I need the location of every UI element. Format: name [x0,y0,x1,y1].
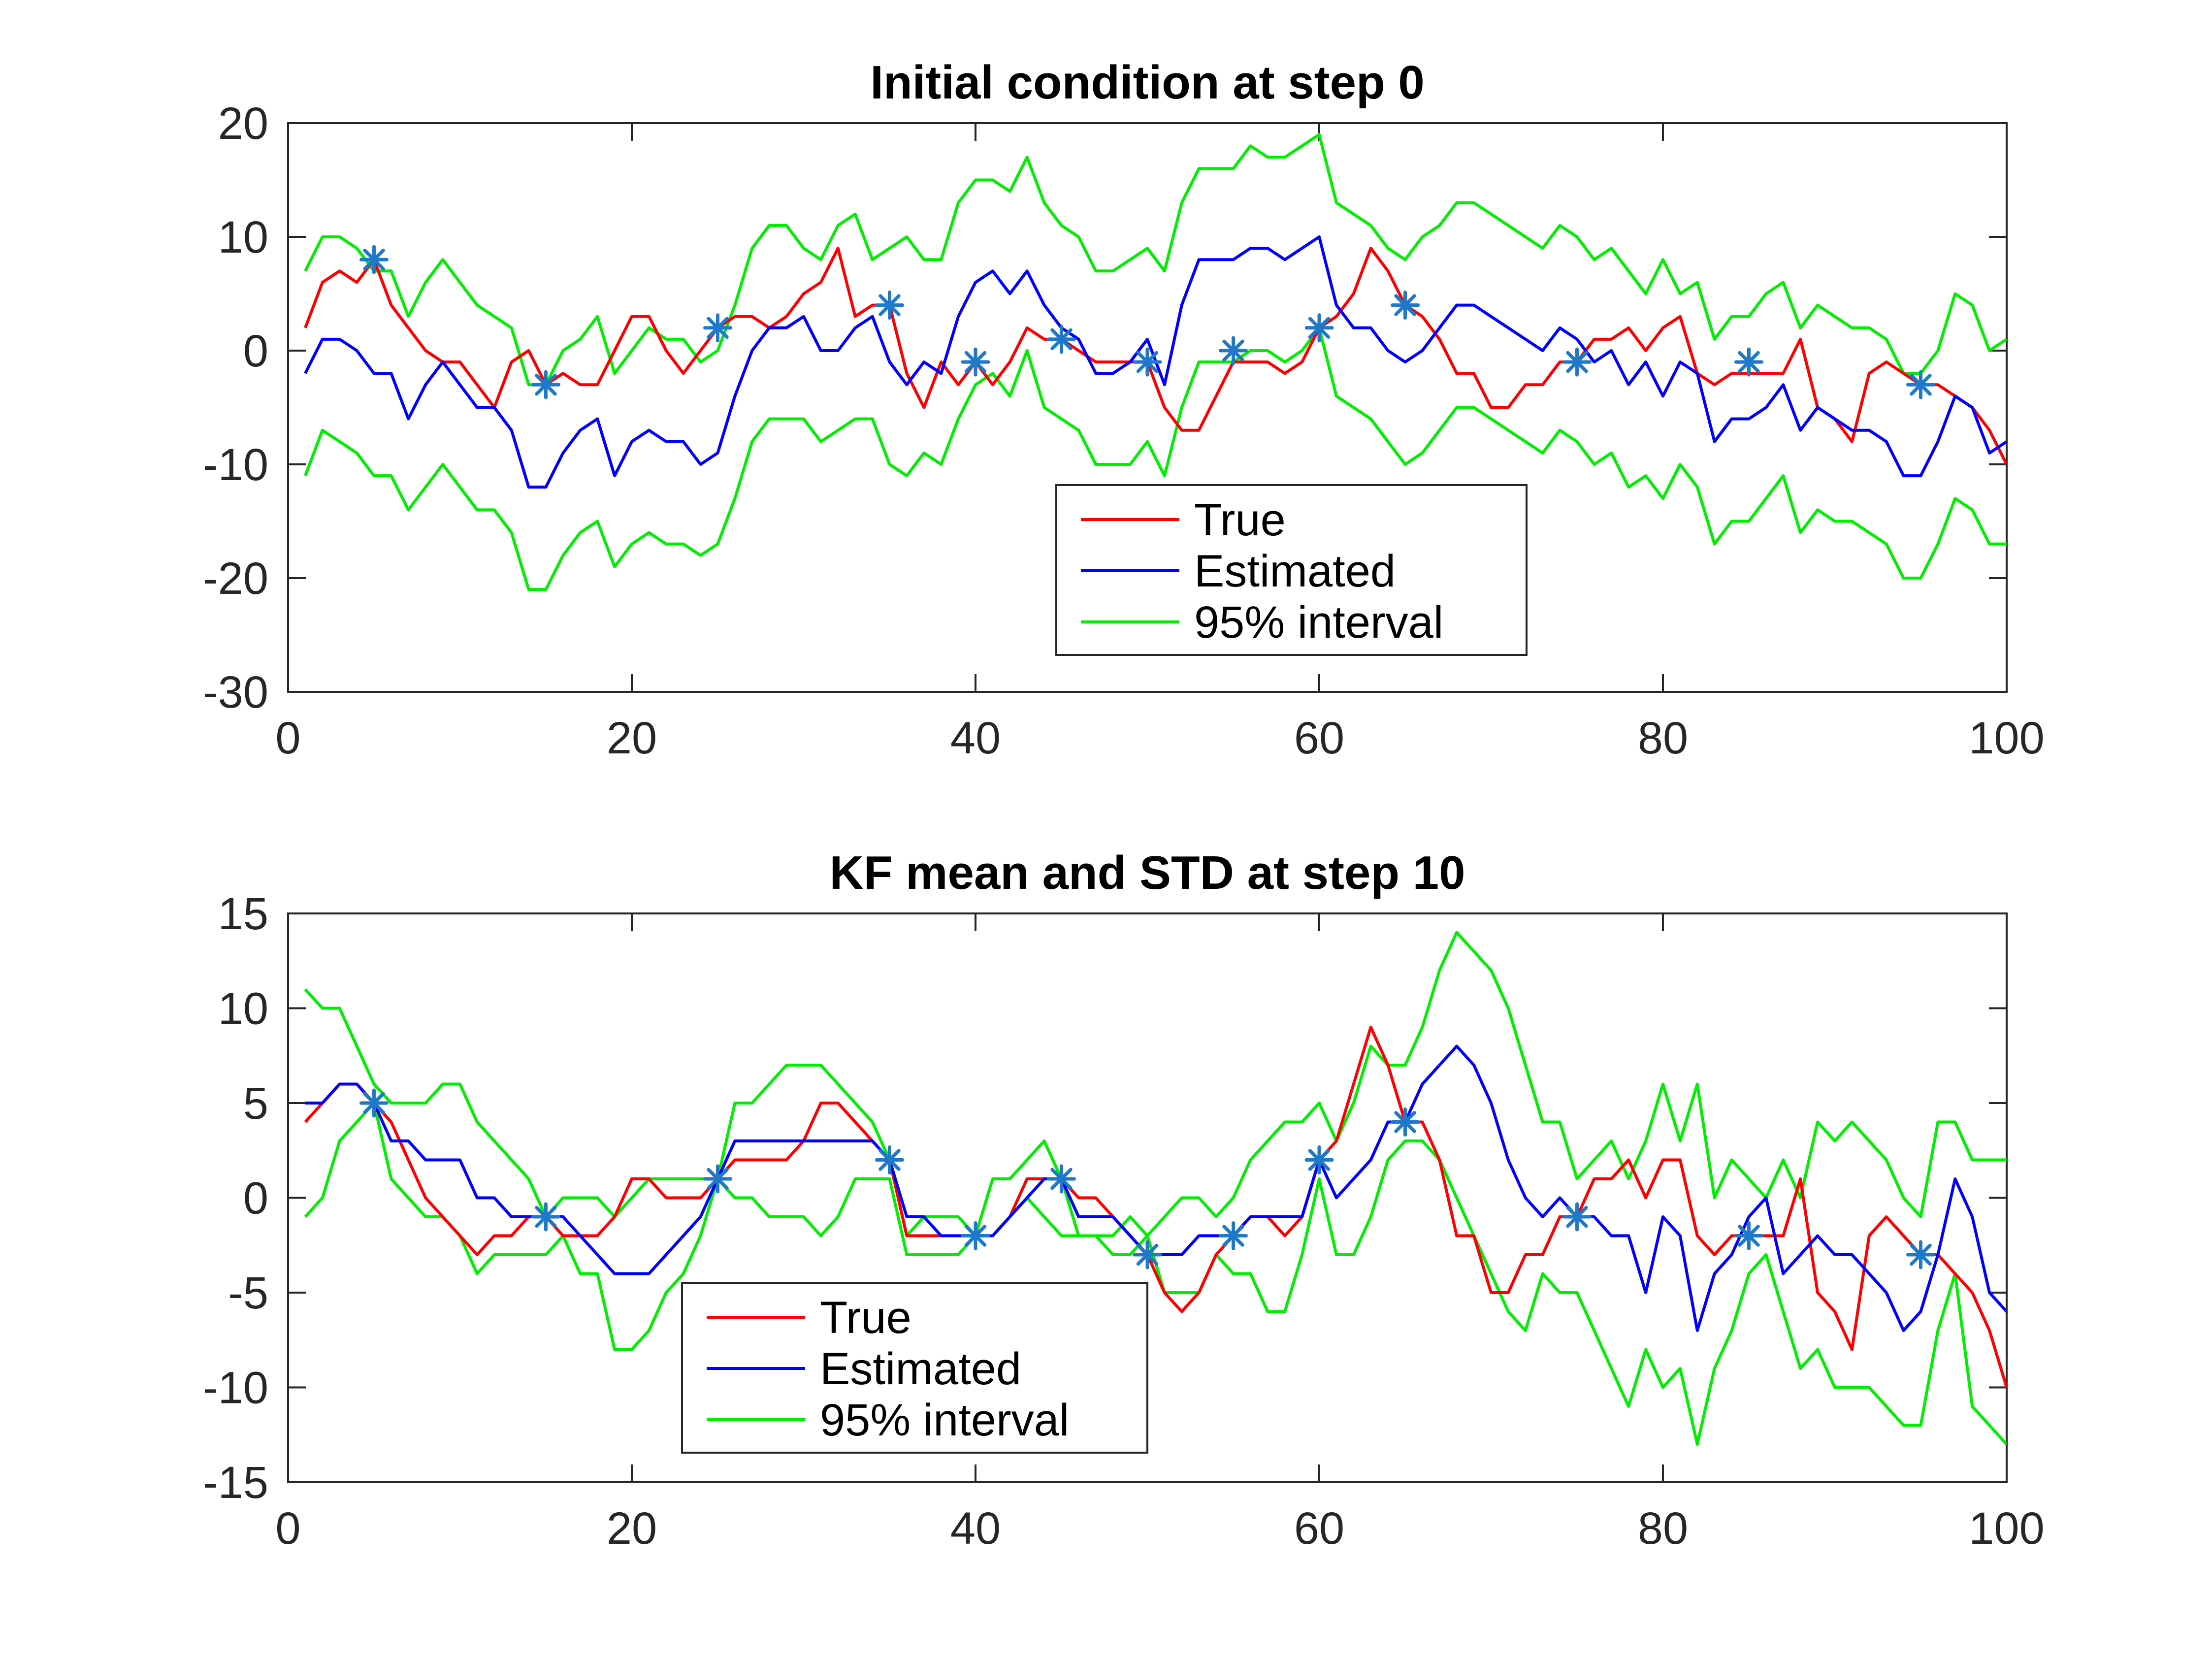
y-tick-label: 15 [218,889,268,939]
true-series-line [304,247,2007,465]
observation-marker [531,370,560,399]
observation-marker [1047,1164,1076,1194]
legend-label: Estimated [1194,546,1396,596]
y-tick-label: 0 [243,326,268,376]
subplot-bottom: KF mean and STD at step 100 20 40 60 80 10015… [203,846,2045,1554]
legend-label: Estimated [820,1344,1021,1394]
observation-marker [1219,1221,1248,1250]
interval-upper-line [304,133,2007,387]
subplot-top: Initial condition at step 00 20 40 60 80 1002… [203,56,2045,763]
observation-marker [1734,1221,1763,1250]
legend-label: True [1194,495,1286,545]
observation-marker [1906,370,1935,399]
y-tick-label: -20 [203,553,268,604]
observation-marker [1219,336,1248,365]
observation-marker [1133,347,1162,377]
observation-marker [359,245,389,274]
y-tick-label: 0 [243,1173,268,1224]
x-tick-label: 40 [950,713,1001,763]
interval-upper-line [304,931,2007,1237]
chart-title: KF mean and STD at step 10 [830,846,1465,899]
y-tick-label: -10 [203,1363,268,1413]
y-tick-label: -15 [203,1458,268,1508]
legend-label: 95% interval [820,1395,1069,1445]
observation-marker [875,291,904,320]
observation-marker [359,1088,389,1118]
x-tick-label: 40 [950,1503,1001,1554]
y-tick-label: 10 [218,212,268,262]
y-tick-label: -10 [203,440,268,490]
chart-title: Initial condition at step 0 [870,56,1424,109]
observation-marker [875,1145,904,1174]
x-tick-label: 60 [1294,713,1344,763]
observation-marker [1906,1240,1935,1269]
observation-marker [961,1221,990,1250]
x-tick-label: 100 [1969,1503,2045,1554]
x-tick-label: 100 [1969,713,2045,763]
observation-marker [1734,347,1763,377]
observation-marker [1391,291,1420,320]
observation-marker [1304,313,1334,343]
observation-marker [1562,347,1592,377]
observation-marker [1391,1107,1420,1137]
interval-lower-line [304,326,2007,591]
y-tick-label: -30 [203,667,268,717]
x-tick-label: 80 [1638,713,1688,763]
x-tick-label: 20 [607,1503,657,1554]
y-tick-label: -5 [228,1268,268,1318]
x-tick-label: 0 [275,713,300,763]
y-tick-label: 20 [218,98,268,149]
observation-marker [703,313,732,343]
y-tick-label: 10 [218,984,268,1034]
legend-label: 95% interval [1194,597,1443,648]
observation-marker [531,1202,560,1232]
observation-marker [1047,325,1076,354]
x-tick-label: 0 [275,1503,300,1554]
y-tick-label: 5 [243,1078,268,1129]
observation-marker [1133,1240,1162,1269]
x-tick-label: 80 [1638,1503,1688,1554]
observation-marker [961,347,990,377]
observation-marker [1562,1202,1592,1232]
x-tick-label: 20 [607,713,657,763]
x-tick-label: 60 [1294,1503,1344,1554]
observation-marker [1304,1145,1334,1174]
true-series-line [304,1026,2007,1388]
legend-label: True [820,1293,911,1343]
observation-marker [703,1164,732,1194]
